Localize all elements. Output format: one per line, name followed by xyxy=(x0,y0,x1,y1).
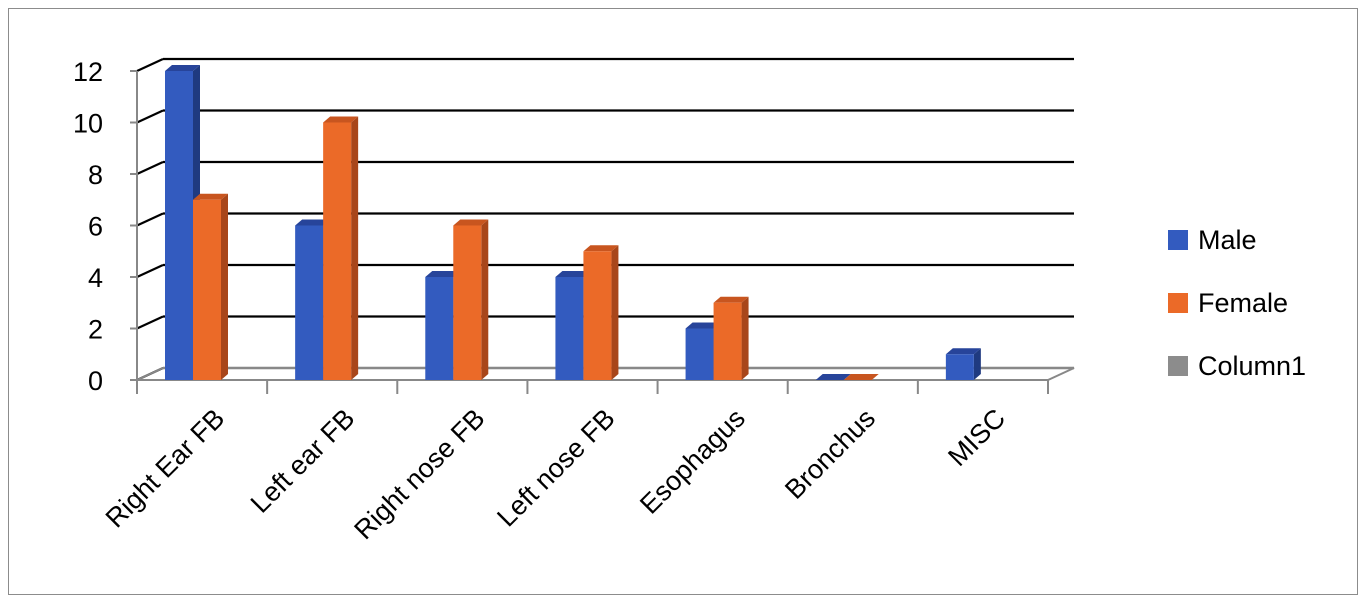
gridline-side xyxy=(136,161,164,175)
bar-top xyxy=(583,245,619,252)
bar-side xyxy=(741,296,749,380)
bar-front xyxy=(165,71,193,380)
bar-front xyxy=(453,225,482,380)
chart-floor xyxy=(136,367,1075,381)
bar-front xyxy=(685,328,714,380)
bar-front xyxy=(193,199,221,380)
gridline-side xyxy=(136,264,164,278)
y-tick-label: 2 xyxy=(88,315,103,345)
bar-top xyxy=(453,219,489,226)
bar-top xyxy=(425,271,461,277)
gridline-side xyxy=(136,58,164,72)
bar-male xyxy=(945,348,981,380)
bar-top xyxy=(193,193,228,200)
bar-front xyxy=(583,251,612,380)
legend-swatch-column1 xyxy=(1168,356,1188,376)
bar-female xyxy=(713,296,749,380)
bar-side xyxy=(351,116,359,380)
bar-top xyxy=(685,322,721,329)
y-tick-label: 12 xyxy=(73,57,103,87)
gridline-side xyxy=(136,212,164,227)
x-category-label: Left ear FB xyxy=(245,403,361,519)
legend: Male Female Column1 xyxy=(1168,225,1306,381)
x-category-label: Right nose FB xyxy=(348,403,490,545)
legend-swatch-male xyxy=(1168,230,1188,250)
axes xyxy=(130,70,1075,394)
y-tick-label: 10 xyxy=(73,109,103,139)
y-tick-label: 0 xyxy=(88,366,103,396)
bar-top xyxy=(843,374,879,380)
bar-front xyxy=(323,122,352,380)
chart-frame xyxy=(8,8,1358,595)
x-category-label: Esophagus xyxy=(634,403,751,520)
legend-label-female: Female xyxy=(1198,288,1288,318)
bar-top xyxy=(945,348,981,355)
bar-side xyxy=(973,348,981,380)
bar-top xyxy=(713,296,749,303)
y-tick-label: 6 xyxy=(88,212,103,242)
bar-side xyxy=(221,193,228,380)
gridline-side xyxy=(136,315,164,330)
gridline-side xyxy=(136,109,164,124)
bar-top xyxy=(323,116,359,123)
bar-male xyxy=(815,374,851,380)
bars xyxy=(165,65,981,380)
x-category-label: Left nose FB xyxy=(491,403,620,532)
y-tick-label: 4 xyxy=(88,263,103,293)
y-tick-label: 8 xyxy=(88,160,103,190)
bar-front xyxy=(425,277,454,380)
x-category-label: MISC xyxy=(942,403,1011,472)
bar-side xyxy=(481,219,489,380)
bar-female xyxy=(323,116,359,380)
bar-front xyxy=(295,225,324,380)
x-category-label: Bronchus xyxy=(779,403,881,505)
x-category-label: Right Ear FB xyxy=(100,403,231,534)
bar-female xyxy=(583,245,619,380)
bar-top xyxy=(815,374,851,380)
bar-female xyxy=(193,193,228,380)
bar-front xyxy=(713,302,742,380)
bar-front xyxy=(945,354,974,380)
bar-top xyxy=(295,219,331,226)
bar-female xyxy=(843,374,879,380)
bar-top xyxy=(555,271,591,277)
legend-swatch-female xyxy=(1168,293,1188,313)
bar-female xyxy=(453,219,489,380)
bar-side xyxy=(611,245,619,380)
legend-label-male: Male xyxy=(1198,225,1257,255)
bar-front xyxy=(555,277,584,380)
legend-label-column1: Column1 xyxy=(1198,351,1306,381)
bar-top xyxy=(165,65,200,71)
